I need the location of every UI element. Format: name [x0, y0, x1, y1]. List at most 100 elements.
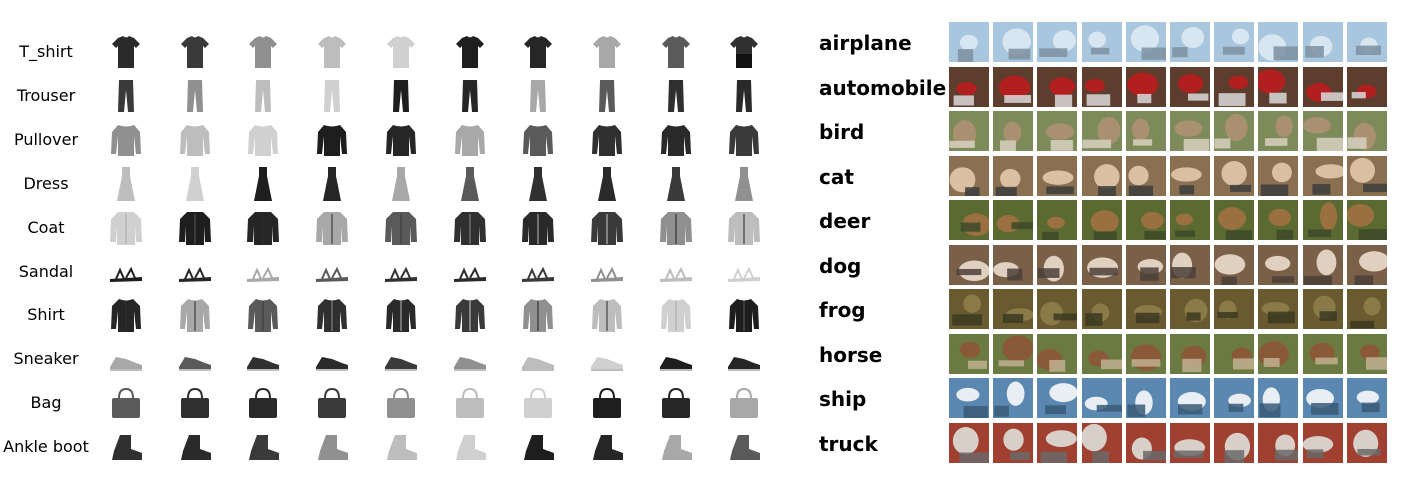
pullover-icon: [381, 120, 421, 160]
cifar-sample-image: [949, 111, 989, 151]
cifar-sample-image: [1302, 333, 1343, 374]
ankle-boot-icon: [656, 427, 696, 467]
fashion-class-label: Dress: [23, 173, 69, 193]
pullover-icon: [312, 120, 352, 160]
pullover-icon: [243, 120, 283, 160]
cifar-sample-image: [1170, 289, 1210, 329]
cifar-sample-image: [949, 422, 989, 463]
cifar-sample-image: [1037, 244, 1078, 285]
sandal-icon: [312, 252, 352, 292]
sneaker-icon: [312, 339, 352, 379]
cifar-sample-image: [1037, 155, 1078, 196]
cifar-sample-image: [949, 22, 989, 62]
pullover-icon: [518, 120, 558, 160]
cifar-sample-image: [1346, 111, 1387, 151]
shirt-icon: [450, 295, 490, 335]
cifar-sample-image: [1346, 333, 1387, 374]
cifar-sample-image: [949, 155, 989, 196]
tshirt-icon: [106, 32, 146, 72]
cifar-sample-image: [1346, 289, 1387, 329]
pullover-icon: [106, 120, 146, 160]
coat-icon: [106, 208, 146, 248]
coat-icon: [243, 208, 283, 248]
cifar-sample-image: [1346, 155, 1387, 196]
cifar-sample-image: [1081, 333, 1122, 374]
cifar-sample-image: [1125, 244, 1166, 285]
cifar-sample-image: [1081, 422, 1122, 463]
sneaker-icon: [450, 339, 490, 379]
cifar-sample-image: [1214, 155, 1255, 196]
cifar-sample-image: [993, 378, 1034, 418]
ankle-boot-icon: [243, 427, 283, 467]
cifar-sample-image: [949, 66, 989, 107]
trouser-icon: [175, 76, 215, 116]
bag-icon: [518, 383, 558, 423]
dress-icon: [106, 164, 146, 204]
cifar-sample-image: [1214, 422, 1255, 463]
cifar-sample-image: [1302, 155, 1343, 196]
fashion-class-label: Trouser: [16, 85, 76, 105]
ankle-boot-icon: [312, 427, 352, 467]
bag-icon: [106, 383, 146, 423]
dress-icon: [312, 164, 352, 204]
dress-icon: [450, 164, 490, 204]
dress-icon: [518, 164, 558, 204]
bag-icon: [312, 383, 352, 423]
tshirt-icon: [724, 32, 764, 72]
cifar-sample-image: [949, 378, 989, 418]
cifar-sample-image: [1037, 333, 1078, 374]
cifar-sample-image: [1125, 22, 1166, 62]
fashion-class-label: Ankle boot: [3, 437, 89, 457]
sandal-icon: [175, 252, 215, 292]
cifar-sample-image: [1214, 111, 1255, 151]
cifar-class-label: dog: [819, 253, 862, 278]
ankle-boot-icon: [587, 427, 627, 467]
cifar-class-label: ship: [819, 387, 867, 411]
cifar-sample-image: [1302, 66, 1343, 107]
cifar-sample-image: [1258, 333, 1299, 374]
sneaker-icon: [175, 339, 215, 379]
dress-icon: [724, 164, 764, 204]
cifar-sample-image: [1346, 422, 1387, 463]
cifar-class-label: bird: [819, 120, 865, 144]
ankle-boot-icon: [381, 427, 421, 467]
cifar-sample-image: [993, 155, 1034, 196]
fashion-mnist-grid: T_shirt Trouser Pullover Dress Coat Sandal Shi…: [3, 32, 764, 467]
cifar-sample-image: [1214, 200, 1255, 240]
tshirt-icon: [312, 32, 352, 72]
cifar-sample-image: [1170, 378, 1210, 418]
cifar-class-label: cat: [819, 164, 854, 189]
tshirt-icon: [381, 32, 421, 72]
cifar-sample-image: [1125, 289, 1166, 329]
sandal-icon: [450, 252, 490, 292]
sandal-icon: [381, 252, 421, 292]
ankle-boot-icon: [450, 427, 490, 467]
sandal-icon: [106, 252, 146, 292]
cifar-class-label: airplane: [819, 31, 912, 55]
cifar-sample-image: [1170, 244, 1210, 285]
cifar-sample-image: [1170, 22, 1210, 62]
cifar-sample-image: [1258, 378, 1299, 418]
cifar-class-label: automobile: [819, 75, 947, 100]
cifar-class-label: horse: [819, 342, 883, 367]
cifar-class-label: truck: [819, 431, 878, 456]
cifar-sample-image: [1037, 378, 1078, 418]
cifar-sample-image: [1258, 244, 1299, 285]
dress-icon: [587, 164, 627, 204]
trouser-icon: [106, 76, 146, 116]
cifar-sample-image: [993, 111, 1034, 151]
cifar-sample-image: [1170, 200, 1210, 240]
cifar-sample-image: [1302, 22, 1343, 62]
cifar-sample-image: [1170, 111, 1210, 151]
cifar-sample-image: [1037, 200, 1078, 240]
cifar-sample-image: [993, 66, 1034, 107]
tshirt-icon: [587, 32, 627, 72]
pullover-icon: [450, 120, 490, 160]
cifar-sample-image: [1170, 422, 1210, 463]
sneaker-icon: [656, 339, 696, 379]
cifar-sample-image: [1214, 289, 1255, 329]
cifar-sample-image: [1346, 200, 1387, 240]
cifar-sample-image: [949, 244, 989, 285]
cifar-sample-image: [1346, 66, 1387, 107]
cifar-sample-image: [1302, 244, 1343, 285]
